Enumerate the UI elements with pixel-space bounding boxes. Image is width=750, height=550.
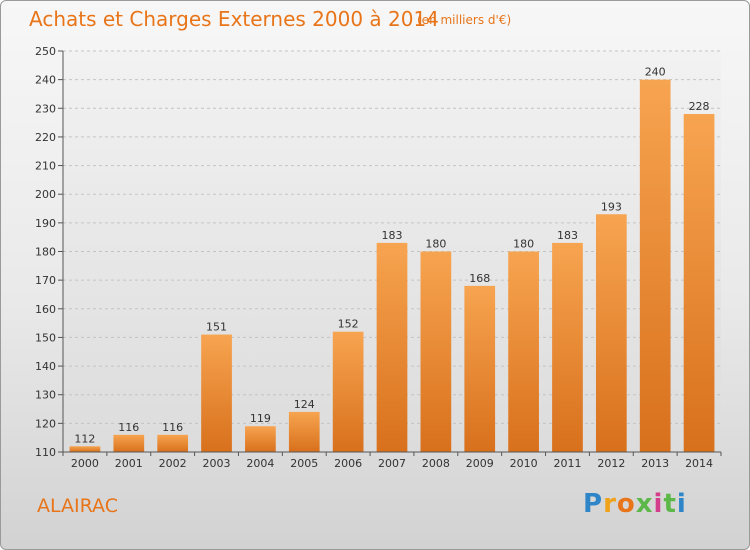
x-tick-label: 2014 [685,457,713,470]
bar-value-label: 151 [206,321,227,334]
bar-value-label: 119 [250,412,271,425]
chart-title: Achats et Charges Externes 2000 à 2014 [29,7,439,31]
bar-value-label: 228 [689,100,710,113]
bar [552,242,583,452]
logo-letter: x [635,489,654,519]
bar-value-label: 116 [162,421,183,434]
logo-letter: t [663,489,677,519]
bar-value-label: 168 [469,272,490,285]
bar-value-label: 112 [74,432,95,445]
town-name: ALAIRAC [37,495,118,517]
bar [113,434,145,452]
bar [332,331,364,452]
y-tick-label: 240 [35,74,56,87]
x-tick-label: 2013 [641,457,669,470]
x-tick-label: 2010 [510,457,538,470]
bar [69,446,101,452]
bar [420,251,452,452]
bar [201,334,232,452]
bar-value-label: 193 [601,200,622,213]
y-tick-label: 110 [35,446,56,459]
y-tick-label: 250 [35,45,56,58]
bar-value-label: 124 [294,398,315,411]
x-tick-label: 2004 [246,457,274,470]
logo-letter: o [616,489,636,519]
y-tick-label: 210 [35,160,56,173]
bar-value-label: 116 [118,421,139,434]
x-tick-label: 2001 [115,457,143,470]
x-tick-label: 2008 [422,457,450,470]
logo-letter: P [583,489,604,519]
bar [595,214,627,452]
x-tick-label: 2007 [378,457,406,470]
x-tick-label: 2002 [159,457,187,470]
bar [376,242,408,452]
y-tick-label: 200 [35,188,56,201]
y-tick-label: 230 [35,102,56,115]
x-tick-label: 2006 [334,457,362,470]
x-tick-label: 2012 [597,457,625,470]
bar [639,79,671,453]
proxiti-logo: Proxiti [583,489,687,519]
y-tick-label: 180 [35,246,56,259]
bar-value-label: 152 [338,318,359,331]
bar [288,411,320,452]
y-tick-label: 150 [35,331,56,344]
bar-value-label: 183 [382,229,403,242]
x-tick-label: 2005 [290,457,318,470]
logo-letter: r [603,489,617,519]
y-tick-label: 170 [35,274,56,287]
bar [508,251,539,452]
bar-value-label: 180 [513,238,534,251]
x-tick-label: 2000 [71,457,99,470]
x-tick-label: 2003 [203,457,231,470]
y-tick-label: 130 [35,389,56,402]
bar-value-label: 180 [425,238,446,251]
y-tick-label: 160 [35,303,56,316]
bar-value-label: 240 [645,66,666,79]
bar [157,434,189,452]
bar [245,426,276,452]
bar-value-label: 183 [557,229,578,242]
y-tick-label: 140 [35,360,56,373]
bar [464,285,496,452]
y-tick-label: 120 [35,417,56,430]
x-tick-label: 2011 [553,457,581,470]
y-tick-label: 220 [35,131,56,144]
logo-letter: i [676,489,687,519]
chart-subtitle: (en milliers d'€) [417,13,512,27]
y-tick-label: 190 [35,217,56,230]
logo-letter: i [653,489,664,519]
x-tick-label: 2009 [466,457,494,470]
bar [683,114,715,452]
